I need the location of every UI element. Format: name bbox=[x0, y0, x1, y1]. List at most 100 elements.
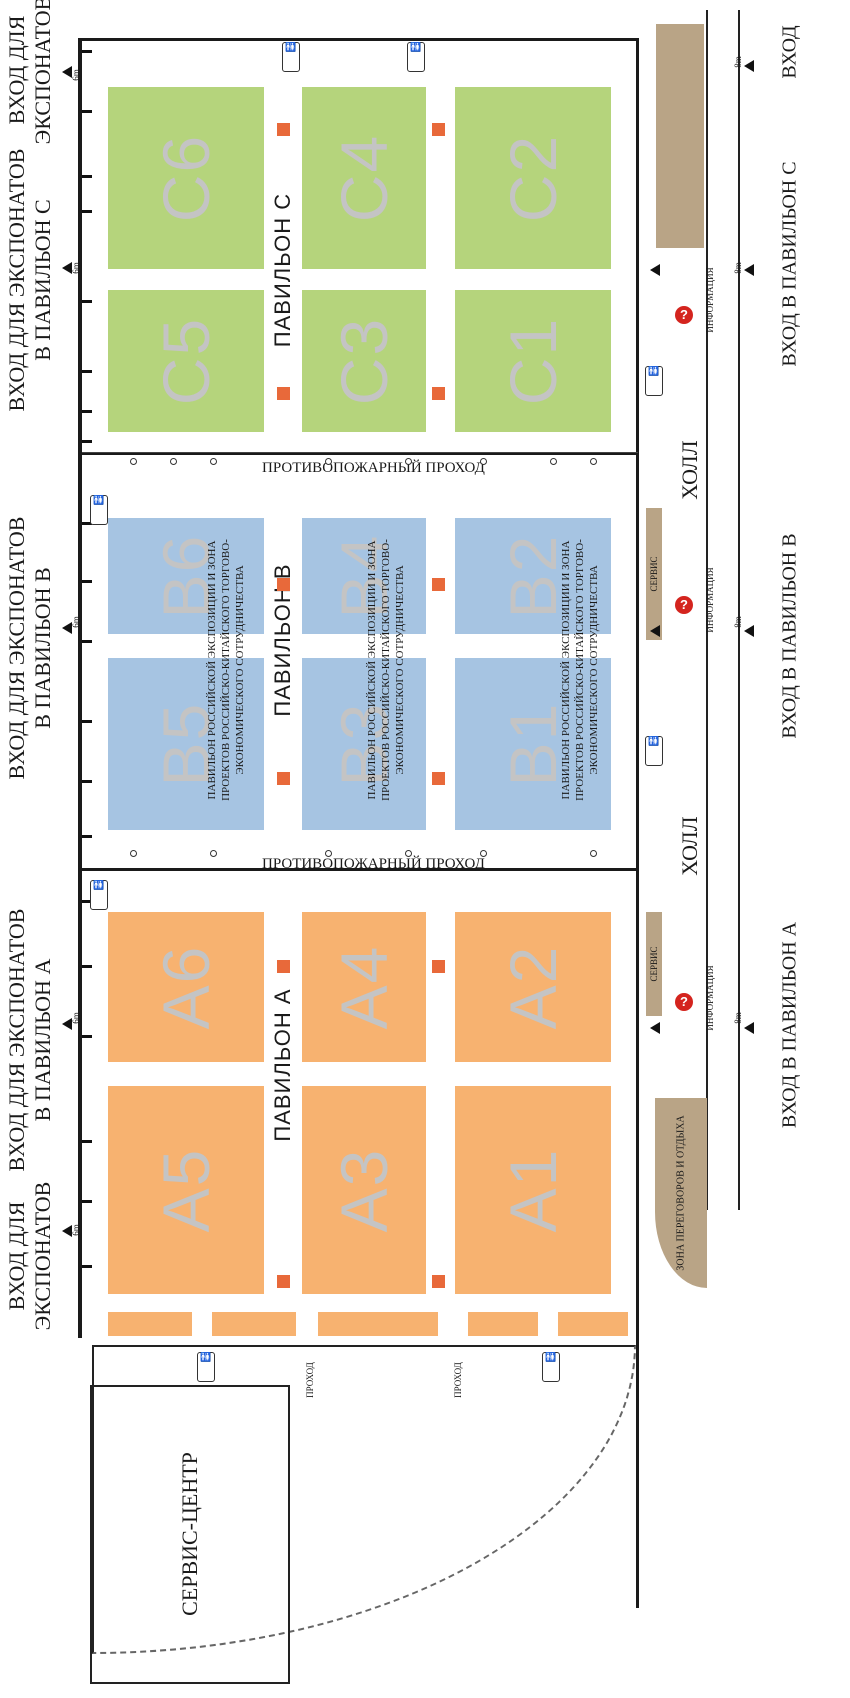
hall-divider-ab bbox=[78, 868, 638, 871]
stand-b6[interactable]: B6 bbox=[108, 518, 264, 634]
stand-strip[interactable] bbox=[318, 1312, 438, 1336]
dimension-8m: 8m bbox=[733, 1012, 743, 1024]
post-marker bbox=[210, 850, 217, 857]
stand-label: A5 bbox=[149, 1147, 223, 1233]
info-icon[interactable]: ? bbox=[675, 306, 693, 324]
meeting-zone-label: ЗОНА ПЕРЕГОВОРОВ И ОТДЫХА bbox=[675, 1115, 687, 1271]
stand-a4[interactable]: A4 bbox=[302, 912, 426, 1062]
hall-label: ХОЛЛ bbox=[677, 440, 702, 500]
wall-tick bbox=[82, 1035, 92, 1038]
post-marker bbox=[325, 458, 332, 465]
stand-b2[interactable]: B2 bbox=[455, 518, 611, 634]
fire-passage-line bbox=[82, 452, 638, 475]
stand-strip[interactable] bbox=[212, 1312, 296, 1336]
annex-wall bbox=[468, 1345, 628, 1347]
info-icon[interactable]: ? bbox=[675, 596, 693, 614]
stand-label: A6 bbox=[149, 944, 223, 1030]
dimension-6m: 6m bbox=[71, 1012, 81, 1024]
entrance-arrow bbox=[650, 264, 660, 276]
entrance-arrow bbox=[744, 264, 754, 276]
b-zone-line: ПАВИЛЬОН РОССИЙСКОЙ ЭКСПОЗИЦИИ И ЗОНА bbox=[366, 540, 378, 800]
stand-a3[interactable]: A3 bbox=[302, 1086, 426, 1294]
stand-label: C2 bbox=[496, 133, 570, 223]
stand-strip[interactable] bbox=[108, 1312, 192, 1336]
stand-label: C3 bbox=[327, 316, 401, 406]
service-center[interactable]: СЕРВИС-ЦЕНТР bbox=[90, 1385, 290, 1684]
service-desk-a: СЕРВИС bbox=[646, 912, 662, 1016]
wall-tick bbox=[82, 720, 92, 723]
hall-wall-left bbox=[78, 38, 82, 1338]
stand-c1[interactable]: C1 bbox=[455, 290, 611, 432]
entrance-visitor-b[interactable]: ВХОД В ПАВИЛЬОН В bbox=[778, 533, 801, 739]
post-marker bbox=[405, 458, 412, 465]
dimension-6m: 6m bbox=[71, 69, 81, 81]
stand-a1[interactable]: A1 bbox=[455, 1086, 611, 1294]
entrance-exhibits-top: ВХОД ДЛЯ ЭКСПОНАТОВ bbox=[4, 0, 56, 144]
stand-b4[interactable]: B4 bbox=[302, 518, 426, 634]
info-icon[interactable]: ? bbox=[675, 993, 693, 1011]
stand-c4[interactable]: C4 bbox=[302, 87, 426, 269]
stand-c5[interactable]: C5 bbox=[108, 290, 264, 432]
stand-b3[interactable]: B3 bbox=[302, 658, 426, 830]
stand-a6[interactable]: A6 bbox=[108, 912, 264, 1062]
passage-label: ПРОХОД bbox=[453, 1362, 463, 1398]
entrance-main[interactable]: ВХОД bbox=[778, 25, 801, 79]
entrance-arrow bbox=[62, 1225, 72, 1237]
stand-strip[interactable] bbox=[558, 1312, 628, 1336]
entrance-line: ВХОД ДЛЯ ЭКСПОНАТОВ bbox=[4, 148, 29, 412]
pillar bbox=[432, 578, 445, 591]
stand-c6[interactable]: C6 bbox=[108, 87, 264, 269]
wc-icon: 🚻 bbox=[282, 42, 300, 72]
entrance-lobby-block bbox=[656, 24, 704, 248]
entrance-exhibits-bottom: ВХОД ДЛЯ ЭКСПОНАТОВ bbox=[4, 1182, 56, 1331]
pillar bbox=[432, 1275, 445, 1288]
wall-tick bbox=[82, 175, 92, 178]
wall-tick bbox=[82, 110, 92, 113]
service-desk-b: СЕРВИС bbox=[646, 508, 662, 640]
pillar bbox=[432, 123, 445, 136]
info-label: ИНФОРМАЦИЯ bbox=[705, 567, 715, 633]
wall-tick bbox=[82, 370, 92, 373]
stand-b5[interactable]: B5 bbox=[108, 658, 264, 830]
entrance-visitor-a[interactable]: ВХОД В ПАВИЛЬОН А bbox=[778, 921, 801, 1129]
info-label: ИНФОРМАЦИЯ bbox=[705, 965, 715, 1031]
stand-strip[interactable] bbox=[468, 1312, 538, 1336]
stand-b1[interactable]: B1 bbox=[455, 658, 611, 830]
b-zone-text: ПАВИЛЬОН РОССИЙСКОЙ ЭКСПОЗИЦИИ И ЗОНА ПР… bbox=[365, 539, 407, 801]
stand-label: C1 bbox=[496, 316, 570, 406]
post-marker bbox=[325, 850, 332, 857]
pavilion-a-label: ПАВИЛЬОН А bbox=[270, 988, 295, 1142]
entrance-arrow bbox=[62, 66, 72, 78]
wall-tick bbox=[82, 900, 92, 903]
stand-c2[interactable]: C2 bbox=[455, 87, 611, 269]
entrance-visitor-c[interactable]: ВХОД В ПАВИЛЬОН С bbox=[778, 161, 801, 367]
wall-tick bbox=[82, 1200, 92, 1203]
hall-wall-right bbox=[636, 38, 639, 1608]
hall-divider-bc bbox=[78, 452, 638, 455]
service-label: СЕРВИС bbox=[649, 556, 659, 592]
passage-label: ПРОХОД bbox=[305, 1362, 315, 1398]
wall-tick bbox=[82, 780, 92, 783]
entrance-line: ВХОД ДЛЯ bbox=[4, 15, 29, 125]
post-marker bbox=[170, 458, 177, 465]
pillar bbox=[277, 960, 290, 973]
wc-icon: 🚻 bbox=[90, 880, 108, 910]
entrance-arrow bbox=[744, 60, 754, 72]
stand-c3[interactable]: C3 bbox=[302, 290, 426, 432]
wall-tick bbox=[82, 522, 92, 525]
hall-wall-top bbox=[78, 38, 638, 41]
post-marker bbox=[590, 850, 597, 857]
stand-a2[interactable]: A2 bbox=[455, 912, 611, 1062]
entrance-arrow bbox=[744, 625, 754, 637]
wall-tick bbox=[82, 835, 92, 838]
stand-a5[interactable]: A5 bbox=[108, 1086, 264, 1294]
pillar bbox=[432, 960, 445, 973]
pavilion-c-label: ПАВИЛЬОН С bbox=[270, 192, 295, 348]
entrance-line: ВХОД ДЛЯ bbox=[4, 1201, 29, 1311]
post-marker bbox=[550, 458, 557, 465]
wc-icon: 🚻 bbox=[645, 736, 663, 766]
dimension-6m: 6m bbox=[71, 262, 81, 274]
pillar bbox=[432, 387, 445, 400]
b-zone-text: ПАВИЛЬОН РОССИЙСКОЙ ЭКСПОЗИЦИИ И ЗОНА ПР… bbox=[559, 539, 601, 801]
stand-label: A2 bbox=[496, 944, 570, 1030]
